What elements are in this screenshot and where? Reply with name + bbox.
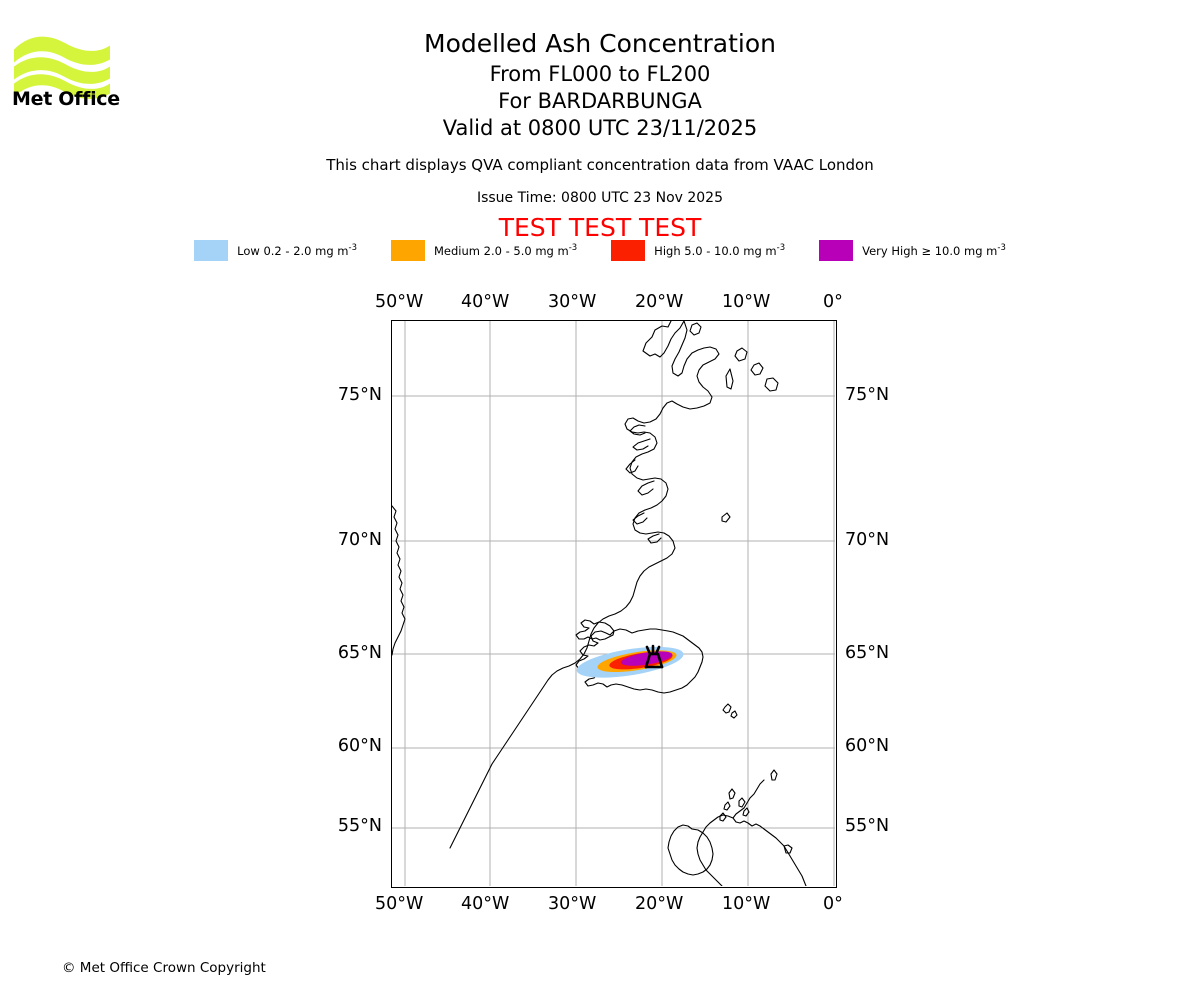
issue-time: Issue Time: 0800 UTC 23 Nov 2025 xyxy=(476,190,724,206)
legend-item-medium: Medium 2.0 - 5.0 mg m-3 xyxy=(390,240,578,261)
legend-swatch-medium xyxy=(390,240,425,261)
volcano-marker-icon xyxy=(644,644,664,669)
coastline-iceland-westfjords xyxy=(575,619,615,641)
legend-label-very-high: Very High ≥ 10.0 mg m-3 xyxy=(862,243,1006,258)
lon-tick-top-20w: 20°W xyxy=(635,292,684,312)
lat-tick-left-70n: 70°N xyxy=(337,530,382,550)
qva-note: This chart displays QVA compliant concen… xyxy=(326,156,874,174)
coastline-channel xyxy=(783,844,793,854)
lat-tick-right-75n: 75°N xyxy=(845,385,890,405)
coastline-jan-mayen xyxy=(721,512,731,523)
valid-time: Valid at 0800 UTC 23/11/2025 xyxy=(442,116,758,140)
legend-item-low: Low 0.2 - 2.0 mg m-3 xyxy=(194,240,357,261)
lat-tick-left-75n: 75°N xyxy=(337,385,382,405)
lat-tick-left-65n: 65°N xyxy=(337,643,382,663)
lat-tick-right-60n: 60°N xyxy=(845,736,890,756)
legend-label-medium: Medium 2.0 - 5.0 mg m-3 xyxy=(433,243,578,258)
copyright-text: © Met Office Crown Copyright xyxy=(62,960,266,976)
legend-item-very-high: Very High ≥ 10.0 mg m-3 xyxy=(819,240,1006,261)
coastline-greenland xyxy=(449,321,720,849)
lon-tick-top-40w: 40°W xyxy=(461,292,510,312)
met-office-logo-text: Met Office xyxy=(12,88,120,110)
coastline-greenland-islands xyxy=(689,322,779,392)
lat-tick-right-65n: 65°N xyxy=(845,643,890,663)
lon-tick-top-0: 0° xyxy=(823,292,843,312)
ash-concentration-map[interactable] xyxy=(391,320,837,888)
lat-tick-left-55n: 55°N xyxy=(337,816,382,836)
test-banner: TEST TEST TEST xyxy=(498,213,702,242)
flight-level-range: From FL000 to FL200 xyxy=(489,62,711,86)
coastline-hebrides xyxy=(719,788,750,822)
lon-tick-bottom-40w: 40°W xyxy=(461,894,510,914)
coastline-shetland xyxy=(770,769,778,781)
volcano-name: For BARDARBUNGA xyxy=(498,89,702,113)
ash-plume xyxy=(576,646,684,678)
legend-item-high: High 5.0 - 10.0 mg m-3 xyxy=(611,240,785,261)
legend-swatch-very-high xyxy=(819,240,854,261)
legend-swatch-high xyxy=(611,240,646,261)
lat-tick-right-70n: 70°N xyxy=(845,530,890,550)
coastline-ireland xyxy=(667,824,714,876)
lat-tick-left-60n: 60°N xyxy=(337,736,382,756)
met-office-logo xyxy=(14,36,110,99)
lon-tick-bottom-0: 0° xyxy=(823,894,843,914)
coastline-faroe-islands xyxy=(722,703,738,719)
coastline-greenland-fjords xyxy=(625,424,662,544)
lon-tick-top-30w: 30°W xyxy=(548,292,597,312)
legend-label-low: Low 0.2 - 2.0 mg m-3 xyxy=(237,243,357,258)
lon-tick-top-50w: 50°W xyxy=(375,292,424,312)
lon-tick-top-10w: 10°W xyxy=(722,292,771,312)
coastline-iceland xyxy=(575,628,704,694)
coastline-greenland-west xyxy=(392,505,406,656)
legend-swatch-low xyxy=(194,240,229,261)
lon-tick-bottom-10w: 10°W xyxy=(722,894,771,914)
concentration-legend: Low 0.2 - 2.0 mg m-3 Medium 2.0 - 5.0 mg… xyxy=(0,240,1200,261)
legend-label-high: High 5.0 - 10.0 mg m-3 xyxy=(654,243,786,258)
map-gridlines xyxy=(392,321,835,886)
coastline-great-britain xyxy=(696,779,807,886)
lon-tick-bottom-50w: 50°W xyxy=(375,894,424,914)
lat-tick-right-55n: 55°N xyxy=(845,816,890,836)
lon-tick-bottom-30w: 30°W xyxy=(548,894,597,914)
page-title: Modelled Ash Concentration xyxy=(424,29,776,58)
coastlines xyxy=(392,321,807,886)
lon-tick-bottom-20w: 20°W xyxy=(635,894,684,914)
